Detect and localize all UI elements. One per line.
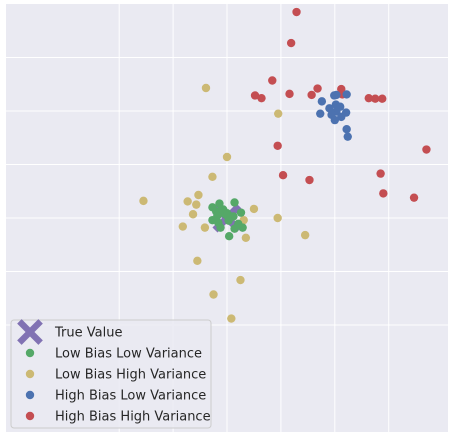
- legend-high-bias-low-variance-icon: [25, 390, 35, 400]
- point-low-bias-high-variance: [209, 290, 218, 299]
- point-high-bias-low-variance: [332, 90, 341, 100]
- point-high-bias-low-variance: [337, 112, 346, 122]
- point-high-bias-high-variance: [378, 94, 387, 103]
- point-high-bias-high-variance: [257, 93, 266, 103]
- point-low-bias-high-variance: [200, 223, 210, 232]
- legend-label: Low Bias High Variance: [55, 368, 206, 383]
- point-high-bias-high-variance: [273, 141, 282, 150]
- point-high-bias-high-variance: [278, 171, 288, 180]
- point-low-bias-high-variance: [201, 83, 211, 93]
- point-high-bias-low-variance: [343, 132, 352, 141]
- point-high-bias-high-variance: [364, 93, 373, 103]
- legend-box: [10, 319, 212, 429]
- point-low-bias-high-variance: [194, 190, 203, 200]
- point-low-bias-low-variance: [230, 198, 239, 207]
- point-low-bias-low-variance: [224, 216, 233, 225]
- point-low-bias-high-variance: [241, 233, 251, 242]
- point-low-bias-high-variance: [178, 222, 187, 231]
- point-high-bias-high-variance: [286, 38, 296, 48]
- legend-low-bias-low-variance-icon: [25, 348, 35, 358]
- point-low-bias-high-variance: [274, 109, 283, 118]
- point-high-bias-low-variance: [316, 109, 325, 118]
- legend-low-bias-high-variance-icon: [25, 369, 35, 379]
- point-low-bias-low-variance: [234, 219, 243, 229]
- point-high-bias-low-variance: [317, 97, 327, 106]
- legend-label: Low Bias Low Variance: [55, 347, 202, 362]
- point-high-bias-high-variance: [313, 84, 322, 93]
- point-low-bias-high-variance: [227, 314, 236, 323]
- point-high-bias-high-variance: [422, 145, 431, 154]
- legend-label: High Bias High Variance: [55, 410, 211, 425]
- data-points: [139, 7, 431, 323]
- point-low-bias-low-variance: [215, 199, 224, 208]
- point-low-bias-high-variance: [300, 230, 310, 240]
- point-low-bias-high-variance: [222, 152, 232, 162]
- legend-true-value-icon: [17, 319, 43, 345]
- point-high-bias-high-variance: [379, 189, 388, 198]
- point-low-bias-high-variance: [236, 275, 245, 285]
- point-high-bias-low-variance: [342, 90, 351, 99]
- point-low-bias-high-variance: [273, 213, 282, 223]
- point-high-bias-high-variance: [285, 89, 294, 99]
- point-high-bias-low-variance: [330, 115, 340, 125]
- point-high-bias-high-variance: [307, 90, 316, 100]
- point-high-bias-high-variance: [250, 91, 260, 100]
- point-low-bias-low-variance: [216, 223, 225, 232]
- point-high-bias-high-variance: [409, 193, 419, 202]
- point-high-bias-high-variance: [268, 76, 277, 85]
- point-low-bias-low-variance: [213, 211, 222, 221]
- point-low-bias-high-variance: [193, 256, 202, 265]
- legend: True Value Low Bias Low Variance Low Bias …: [10, 319, 212, 429]
- point-high-bias-high-variance: [292, 7, 301, 17]
- point-low-bias-high-variance: [249, 204, 259, 214]
- point-high-bias-high-variance: [305, 175, 314, 185]
- point-high-bias-high-variance: [376, 169, 385, 178]
- point-low-bias-high-variance: [139, 196, 148, 206]
- legend-label: True Value: [54, 326, 122, 341]
- point-low-bias-high-variance: [183, 197, 192, 206]
- point-low-bias-high-variance: [192, 200, 201, 209]
- point-low-bias-low-variance: [224, 231, 234, 241]
- point-high-bias-low-variance: [342, 124, 351, 134]
- point-low-bias-high-variance: [188, 210, 198, 219]
- point-low-bias-low-variance: [236, 208, 246, 217]
- point-low-bias-high-variance: [208, 172, 217, 182]
- point-high-bias-low-variance: [325, 104, 334, 113]
- point-high-bias-high-variance: [371, 94, 380, 103]
- legend-high-bias-high-variance-icon: [25, 411, 35, 421]
- legend-label: High Bias Low Variance: [55, 389, 206, 404]
